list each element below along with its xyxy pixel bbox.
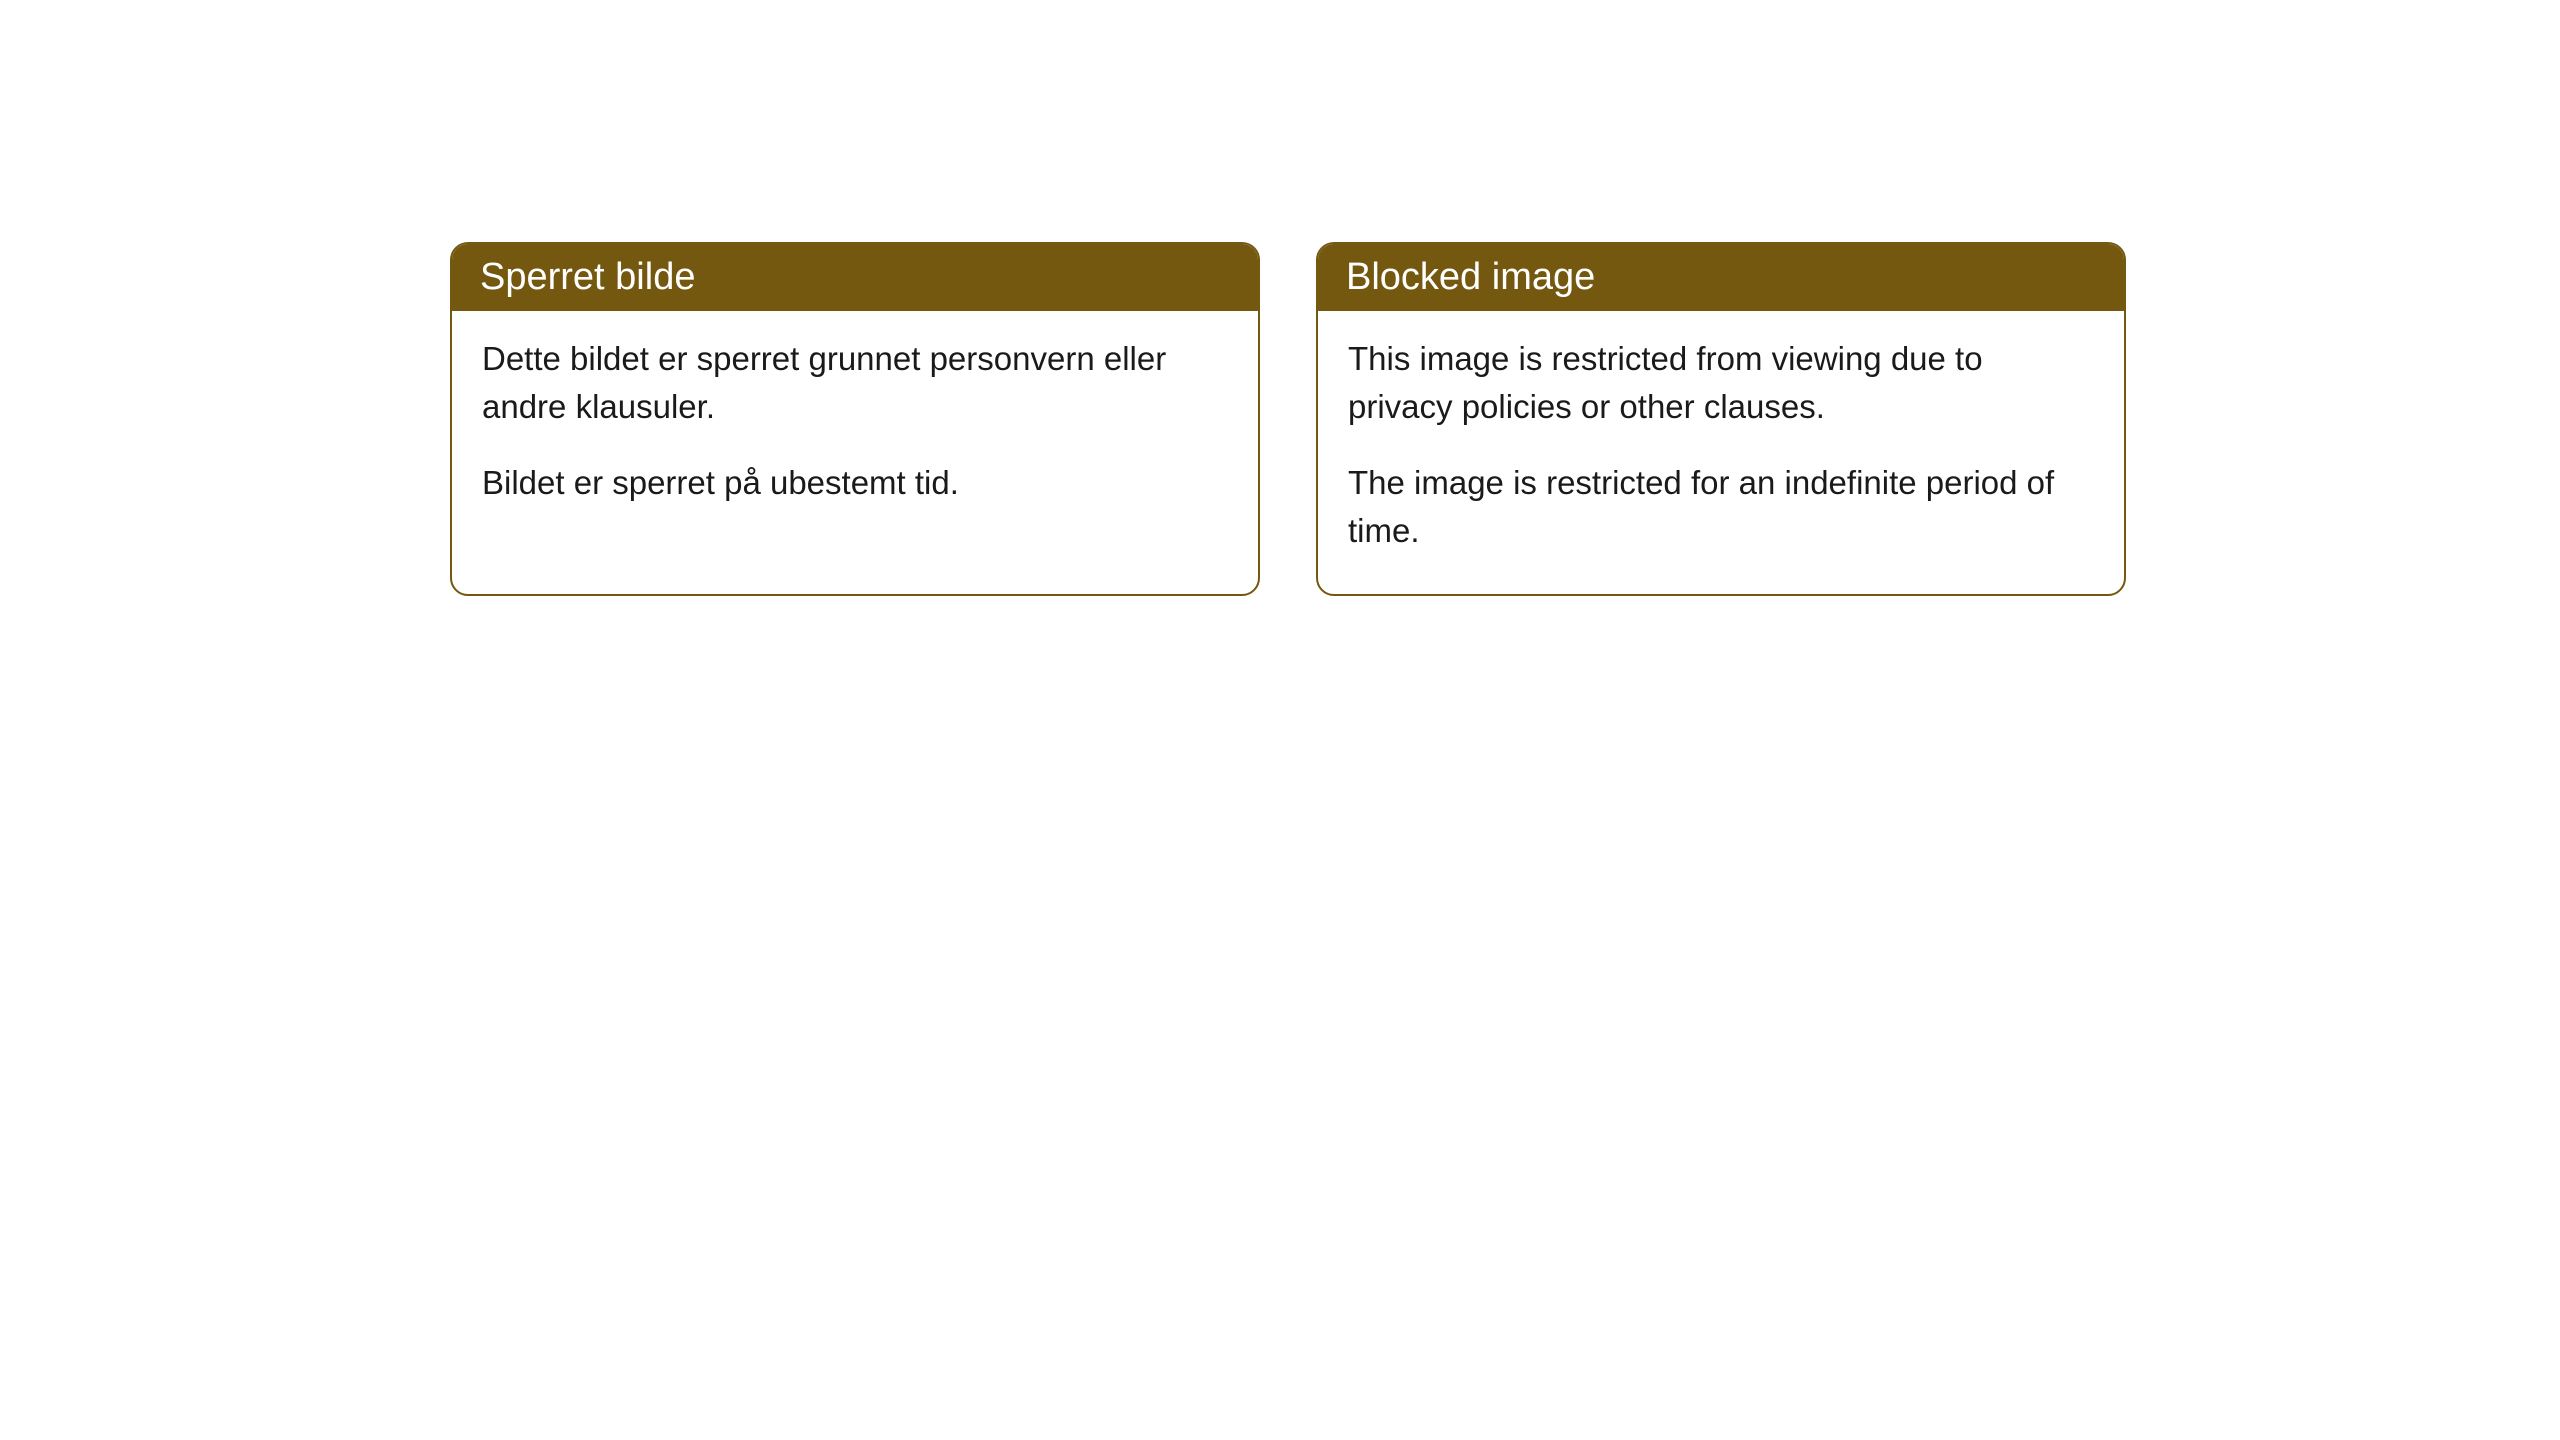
notice-card-norwegian: Sperret bilde Dette bildet er sperret gr… [450,242,1260,596]
notice-paragraph: Bildet er sperret på ubestemt tid. [482,459,1228,507]
notice-card-english: Blocked image This image is restricted f… [1316,242,2126,596]
notice-title: Sperret bilde [480,256,695,298]
notice-body: Dette bildet er sperret grunnet personve… [452,311,1258,547]
notice-title: Blocked image [1346,256,1595,298]
notice-header: Sperret bilde [452,244,1258,311]
notice-paragraph: This image is restricted from viewing du… [1348,335,2094,431]
notice-paragraph: The image is restricted for an indefinit… [1348,459,2094,555]
notice-container: Sperret bilde Dette bildet er sperret gr… [450,242,2126,596]
notice-body: This image is restricted from viewing du… [1318,311,2124,594]
notice-header: Blocked image [1318,244,2124,311]
notice-paragraph: Dette bildet er sperret grunnet personve… [482,335,1228,431]
